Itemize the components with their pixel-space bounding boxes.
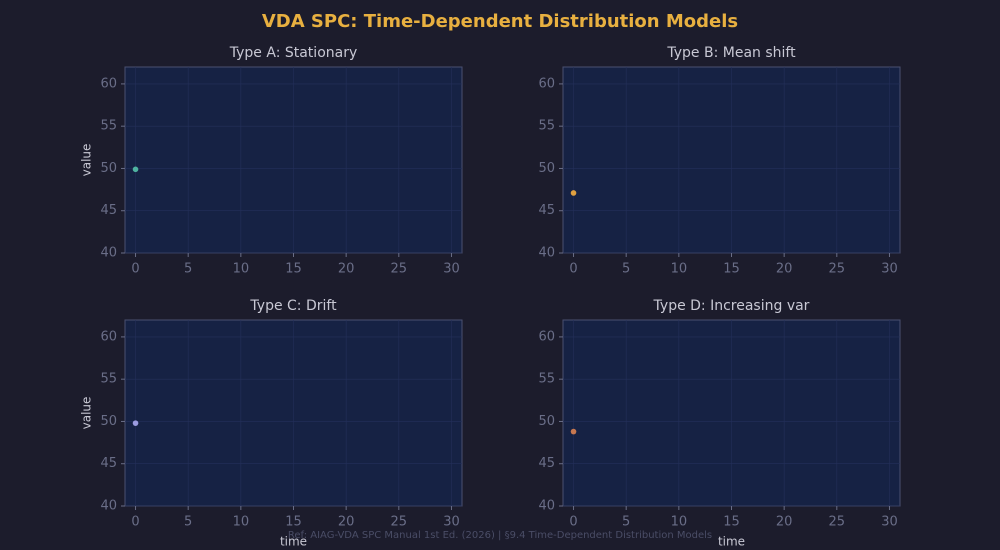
y-tick-label: 45 — [100, 203, 117, 218]
x-tick-label: 25 — [829, 515, 846, 530]
subplot-title: Type A: Stationary — [229, 45, 358, 61]
y-tick-label: 40 — [538, 499, 555, 514]
x-tick-label: 5 — [184, 515, 192, 530]
x-tick-label: 15 — [285, 262, 302, 277]
x-axis-label: time — [280, 535, 307, 549]
x-tick-label: 20 — [338, 515, 355, 530]
x-tick-label: 10 — [233, 262, 250, 277]
y-tick-label: 45 — [538, 456, 555, 471]
x-tick-label: 5 — [622, 262, 630, 277]
y-tick-label: 40 — [100, 499, 117, 514]
x-tick-label: 25 — [391, 515, 408, 530]
x-tick-label: 25 — [391, 262, 408, 277]
subplot-title: Type D: Increasing var — [653, 298, 810, 314]
x-tick-label: 10 — [671, 515, 688, 530]
footnote: Ref: AIAG-VDA SPC Manual 1st Ed. (2026) … — [288, 530, 712, 541]
y-tick-label: 45 — [538, 203, 555, 218]
x-tick-label: 25 — [829, 262, 846, 277]
x-axis-label: time — [718, 535, 745, 549]
y-tick-label: 40 — [538, 246, 555, 261]
x-tick-label: 30 — [881, 515, 898, 530]
point — [570, 428, 577, 435]
x-tick-label: 20 — [776, 515, 793, 530]
x-tick-label: 15 — [723, 515, 740, 530]
y-tick-label: 55 — [100, 119, 117, 134]
y-tick-label: 50 — [100, 161, 117, 176]
y-tick-label: 60 — [538, 76, 555, 91]
figure-title: VDA SPC: Time-Dependent Distribution Mod… — [262, 11, 738, 32]
x-tick-label: 5 — [622, 515, 630, 530]
point — [132, 420, 139, 426]
x-tick-label: 10 — [671, 262, 688, 277]
x-tick-label: 30 — [443, 515, 460, 530]
x-tick-label: 10 — [233, 515, 250, 530]
x-tick-label: 0 — [131, 262, 139, 277]
y-tick-label: 60 — [538, 329, 555, 344]
y-axis-label: value — [80, 397, 94, 430]
x-tick-label: 15 — [285, 515, 302, 530]
x-tick-label: 30 — [443, 262, 460, 277]
y-tick-label: 55 — [100, 372, 117, 387]
y-tick-label: 55 — [538, 372, 555, 387]
y-tick-label: 50 — [100, 414, 117, 429]
x-tick-label: 0 — [131, 515, 139, 530]
y-tick-label: 50 — [538, 161, 555, 176]
point — [132, 166, 139, 173]
y-tick-label: 55 — [538, 119, 555, 134]
y-tick-label: 60 — [100, 76, 117, 91]
point — [570, 190, 577, 196]
subplot-title: Type B: Mean shift — [666, 45, 796, 61]
x-tick-label: 30 — [881, 262, 898, 277]
x-tick-label: 20 — [776, 262, 793, 277]
y-axis-label: value — [80, 144, 94, 177]
x-tick-label: 15 — [723, 262, 740, 277]
x-tick-label: 0 — [569, 262, 577, 277]
y-tick-label: 45 — [100, 456, 117, 471]
x-tick-label: 5 — [184, 262, 192, 277]
y-tick-label: 50 — [538, 414, 555, 429]
subplot-title: Type C: Drift — [249, 298, 337, 314]
y-tick-label: 40 — [100, 246, 117, 261]
x-tick-label: 0 — [569, 515, 577, 530]
x-tick-label: 20 — [338, 262, 355, 277]
y-tick-label: 60 — [100, 329, 117, 344]
